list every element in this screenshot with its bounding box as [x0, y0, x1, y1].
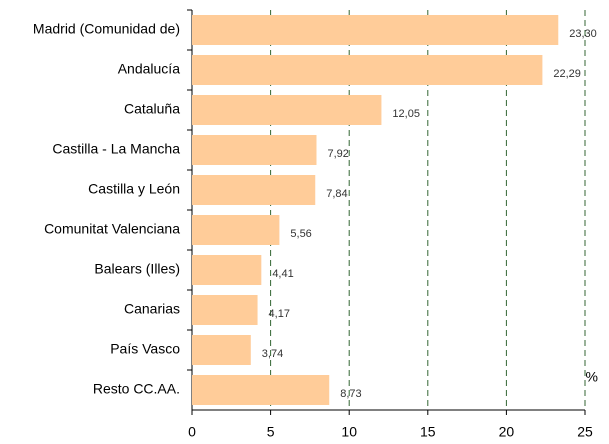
x-tick-label: 15	[420, 424, 436, 440]
value-label: 7,92	[328, 148, 349, 160]
unit-annotation: %	[586, 369, 598, 385]
x-tick-label: 5	[267, 424, 275, 440]
y-tick-label: Castilla - La Mancha	[52, 141, 180, 157]
y-tick-label: Resto CC.AA.	[93, 381, 180, 397]
value-label: 7,84	[326, 188, 347, 200]
bar	[192, 295, 258, 325]
value-label: 8,73	[340, 388, 361, 400]
x-tick-label: 0	[188, 424, 196, 440]
y-tick-label: Comunitat Valenciana	[44, 221, 180, 237]
y-tick-label: Balears (Illes)	[94, 261, 180, 277]
y-tick-label: Madrid (Comunidad de)	[33, 21, 180, 37]
bar	[192, 335, 251, 365]
bar	[192, 175, 316, 205]
bar	[192, 135, 317, 165]
x-tick-label: 10	[341, 424, 357, 440]
value-label: 22,29	[553, 68, 581, 80]
bar	[192, 55, 543, 85]
y-tick-label: Canarias	[124, 301, 180, 317]
bar	[192, 95, 382, 125]
value-label: 12,05	[392, 108, 420, 120]
value-label: 4,17	[269, 308, 290, 320]
x-tick-label: 20	[499, 424, 515, 440]
value-label: 23,30	[569, 28, 597, 40]
y-tick-label: País Vasco	[110, 341, 180, 357]
y-tick-label: Castilla y León	[88, 181, 180, 197]
bar	[192, 375, 330, 405]
bar	[192, 215, 280, 245]
bar	[192, 15, 559, 45]
value-label: 5,56	[290, 228, 311, 240]
y-tick-label: Cataluña	[124, 101, 180, 117]
y-tick-label: Andalucía	[118, 61, 180, 77]
value-label: 4,41	[272, 268, 293, 280]
x-tick-label: 25	[577, 424, 593, 440]
value-label: 3,74	[262, 348, 283, 360]
bar	[192, 255, 262, 285]
